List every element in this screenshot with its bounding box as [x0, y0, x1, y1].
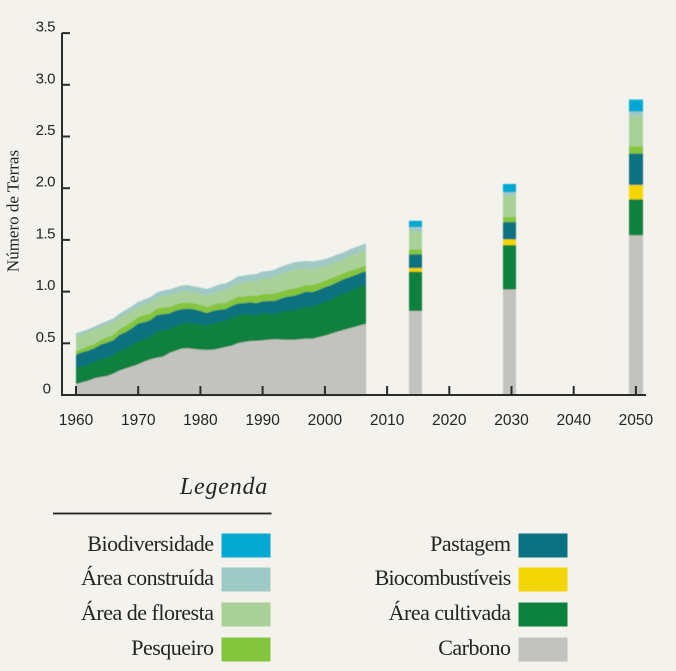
svg-text:0.5: 0.5 [36, 329, 56, 346]
svg-text:Biodiversidade: Biodiversidade [87, 531, 213, 556]
svg-text:Área construída: Área construída [81, 565, 214, 590]
svg-text:Número de Terras: Número de Terras [4, 150, 23, 272]
svg-text:Área cultivada: Área cultivada [389, 600, 512, 625]
svg-text:1.0: 1.0 [36, 277, 56, 294]
svg-text:2.5: 2.5 [36, 122, 56, 139]
svg-text:Pastagem: Pastagem [430, 531, 511, 556]
svg-text:2040: 2040 [556, 412, 591, 429]
svg-text:0: 0 [43, 381, 51, 398]
svg-text:1960: 1960 [59, 412, 94, 429]
svg-text:Pesqueiro: Pesqueiro [131, 635, 214, 660]
svg-text:1990: 1990 [245, 412, 280, 429]
svg-text:Legenda: Legenda [179, 474, 268, 500]
svg-text:Biocombustíveis: Biocombustíveis [375, 565, 511, 590]
svg-text:2000: 2000 [308, 412, 343, 429]
svg-text:2020: 2020 [432, 412, 467, 429]
svg-text:2030: 2030 [494, 412, 529, 429]
svg-text:1.5: 1.5 [36, 225, 56, 242]
svg-text:Carbono: Carbono [438, 635, 511, 660]
svg-text:2.0: 2.0 [36, 174, 56, 191]
svg-text:2010: 2010 [370, 412, 405, 429]
svg-text:3.0: 3.0 [36, 70, 56, 87]
svg-text:Área de floresta: Área de floresta [81, 600, 214, 625]
svg-text:2050: 2050 [619, 412, 654, 429]
svg-text:1970: 1970 [121, 412, 156, 429]
svg-text:1980: 1980 [183, 412, 218, 429]
svg-text:3.5: 3.5 [36, 19, 56, 36]
